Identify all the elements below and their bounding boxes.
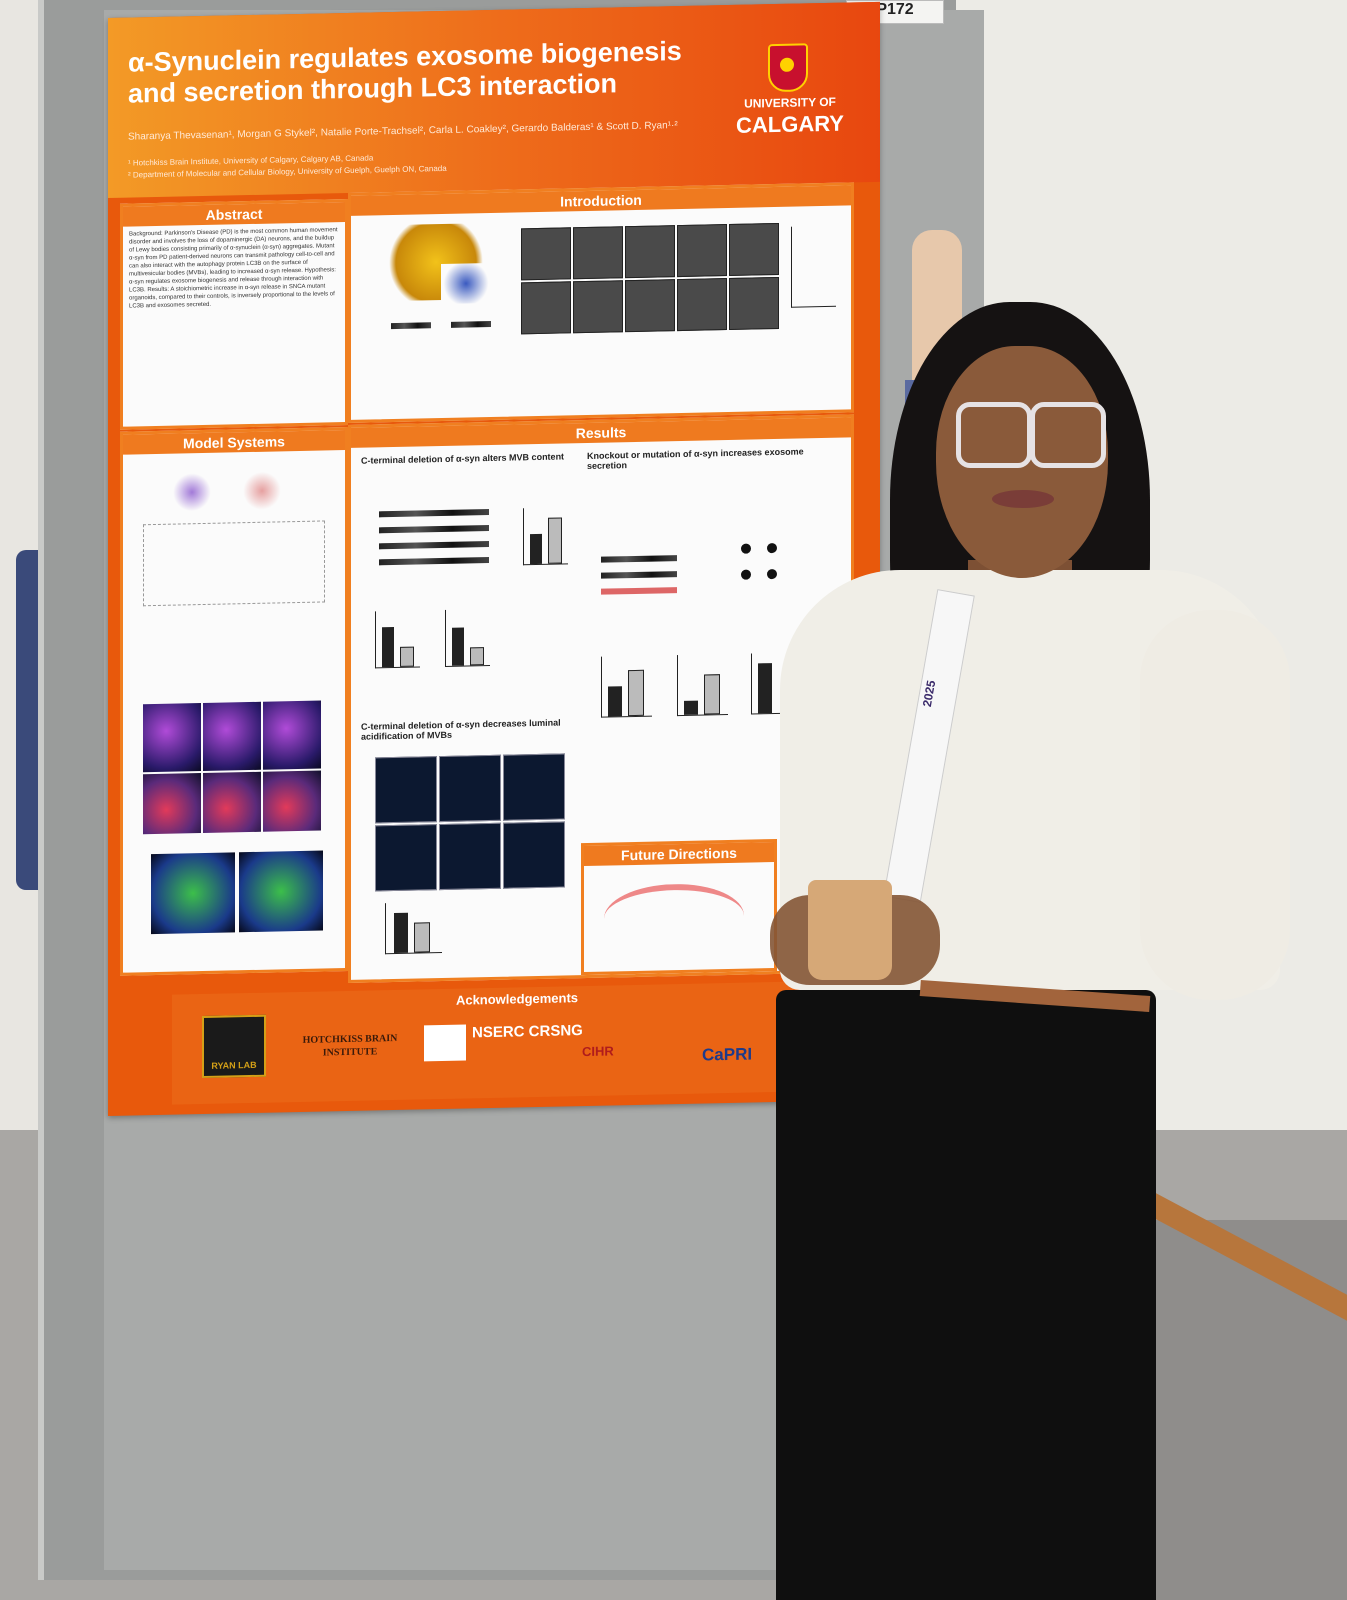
- cihr-logo: CIHR: [582, 1043, 614, 1060]
- bar-dcterm-3: [470, 647, 484, 666]
- bar-dcterm: [548, 517, 562, 564]
- lc3b-exo-bar-chart: [677, 654, 728, 717]
- rab7-bar-chart: [523, 507, 568, 566]
- future-directions-heading: Future Directions: [584, 842, 774, 867]
- coffee-cup-icon: [808, 880, 892, 980]
- exosome-blot-1: [601, 555, 677, 563]
- presenter-arm: [1140, 610, 1290, 1000]
- neuroblastoma-cell-icon: [173, 472, 211, 512]
- organoid-image-6: [263, 770, 321, 832]
- bar-wt-2: [382, 627, 394, 668]
- bar-alix-dcterm: [628, 669, 644, 717]
- bar-dcterm-2: [400, 646, 414, 667]
- poster-header: α-Synuclein regulates exosome biogenesis…: [108, 1, 880, 199]
- ip-blot-2: [451, 320, 491, 328]
- organoid-image-1: [143, 703, 201, 773]
- micrograph-2: [573, 226, 623, 280]
- capri-logo: CaPRI: [702, 1044, 753, 1065]
- ponceau-blot: [601, 587, 677, 595]
- lc3b-bar-chart: [375, 610, 420, 669]
- micrograph-5: [729, 222, 779, 276]
- abstract-panel: Abstract Background: Parkinson's Disease…: [120, 198, 348, 430]
- live-image-6: [503, 821, 565, 889]
- presenter-lips: [992, 490, 1054, 508]
- live-image-4: [375, 824, 437, 892]
- micrograph-4: [677, 224, 727, 278]
- western-blot-2: [379, 525, 489, 534]
- mechanism-diagram: [604, 882, 744, 952]
- ratio-bar-chart: [385, 902, 442, 955]
- western-blot-1: [379, 509, 489, 518]
- bar-lc3b-wt: [684, 700, 698, 715]
- university-logo: UNIVERSITY OF CALGARY: [720, 42, 860, 165]
- ip-blot-1: [391, 322, 431, 330]
- crest-icon: [768, 43, 808, 93]
- western-blot-3: [379, 541, 489, 550]
- bar-ratio-wt: [394, 912, 408, 954]
- bar-alix-wt: [608, 686, 622, 717]
- model-systems-heading: Model Systems: [123, 430, 345, 455]
- live-image-3: [503, 753, 565, 821]
- poster-affiliations: ¹ Hotchkiss Brain Institute, University …: [128, 145, 728, 182]
- future-directions-panel: Future Directions: [581, 838, 777, 976]
- micrograph-9: [677, 278, 727, 332]
- live-image-2: [439, 754, 501, 823]
- hbi-logo: HOTCHKISS BRAIN INSTITUTE: [302, 1032, 398, 1059]
- c-terminal-heading: C-terminal deletion of α-syn alters MVB …: [361, 451, 565, 466]
- dot-blot-1: [741, 543, 751, 554]
- lc3b-structure: [441, 262, 491, 305]
- micrograph-1: [521, 227, 571, 281]
- stem-cell-icon: [243, 471, 281, 511]
- bar-lc3b-dcterm: [704, 674, 720, 715]
- western-blot-4: [379, 557, 489, 566]
- ryan-lab-logo: RYAN LAB: [202, 1014, 266, 1079]
- c-terminal-subpanel: C-terminal deletion of α-syn alters MVB …: [355, 447, 577, 722]
- bar-ratio-dcterm: [414, 922, 430, 953]
- lanyard-text: 2025: [919, 679, 939, 708]
- organoid-image-7: [151, 852, 235, 935]
- bar-wt-3: [452, 627, 464, 666]
- black-pants: [776, 990, 1156, 1600]
- alix-bar-chart: [601, 655, 652, 718]
- rab7-lc3b-bar-chart: [445, 608, 490, 667]
- abstract-text: Background: Parkinson's Disease (PD) is …: [129, 227, 338, 310]
- micrograph-6: [521, 281, 571, 335]
- protocol-diagram: [143, 520, 325, 607]
- dot-blot-3: [741, 569, 751, 580]
- model-systems-panel: Model Systems: [120, 426, 348, 976]
- acidification-heading: C-terminal deletion of α-syn decreases l…: [361, 717, 561, 742]
- acidification-subpanel: C-terminal deletion of α-syn decreases l…: [355, 713, 577, 968]
- nserc-logo: NSERC CRSNG: [472, 1022, 583, 1042]
- bar-wt: [530, 533, 542, 565]
- poster-authors: Sharanya Thevasenan¹, Morgan G Stykel², …: [128, 120, 678, 143]
- micrograph-3: [625, 225, 675, 279]
- exosome-blot-2: [601, 571, 677, 579]
- organoid-image-2: [203, 701, 261, 772]
- university-line1: UNIVERSITY OF: [744, 94, 836, 111]
- acknowledgements-bar: Acknowledgements RYAN LAB HOTCHKISS BRAI…: [172, 980, 862, 1105]
- organoid-image-4: [143, 773, 201, 835]
- glasses-icon: [956, 402, 1032, 468]
- organoid-image-3: [263, 700, 321, 770]
- micrograph-8: [625, 279, 675, 333]
- glasses-icon-right: [1030, 402, 1106, 468]
- maple-leaf-icon: [424, 1024, 466, 1062]
- organoid-image-8: [239, 850, 323, 933]
- presenter: 2025: [760, 290, 1320, 1600]
- poster-title: α-Synuclein regulates exosome biogenesis…: [128, 35, 682, 109]
- live-image-5: [439, 822, 501, 891]
- university-line2: CALGARY: [736, 110, 844, 138]
- organoid-image-5: [203, 771, 261, 834]
- micrograph-7: [573, 280, 623, 334]
- acknowledgements-heading: Acknowledgements: [455, 990, 579, 1008]
- live-image-1: [375, 756, 437, 824]
